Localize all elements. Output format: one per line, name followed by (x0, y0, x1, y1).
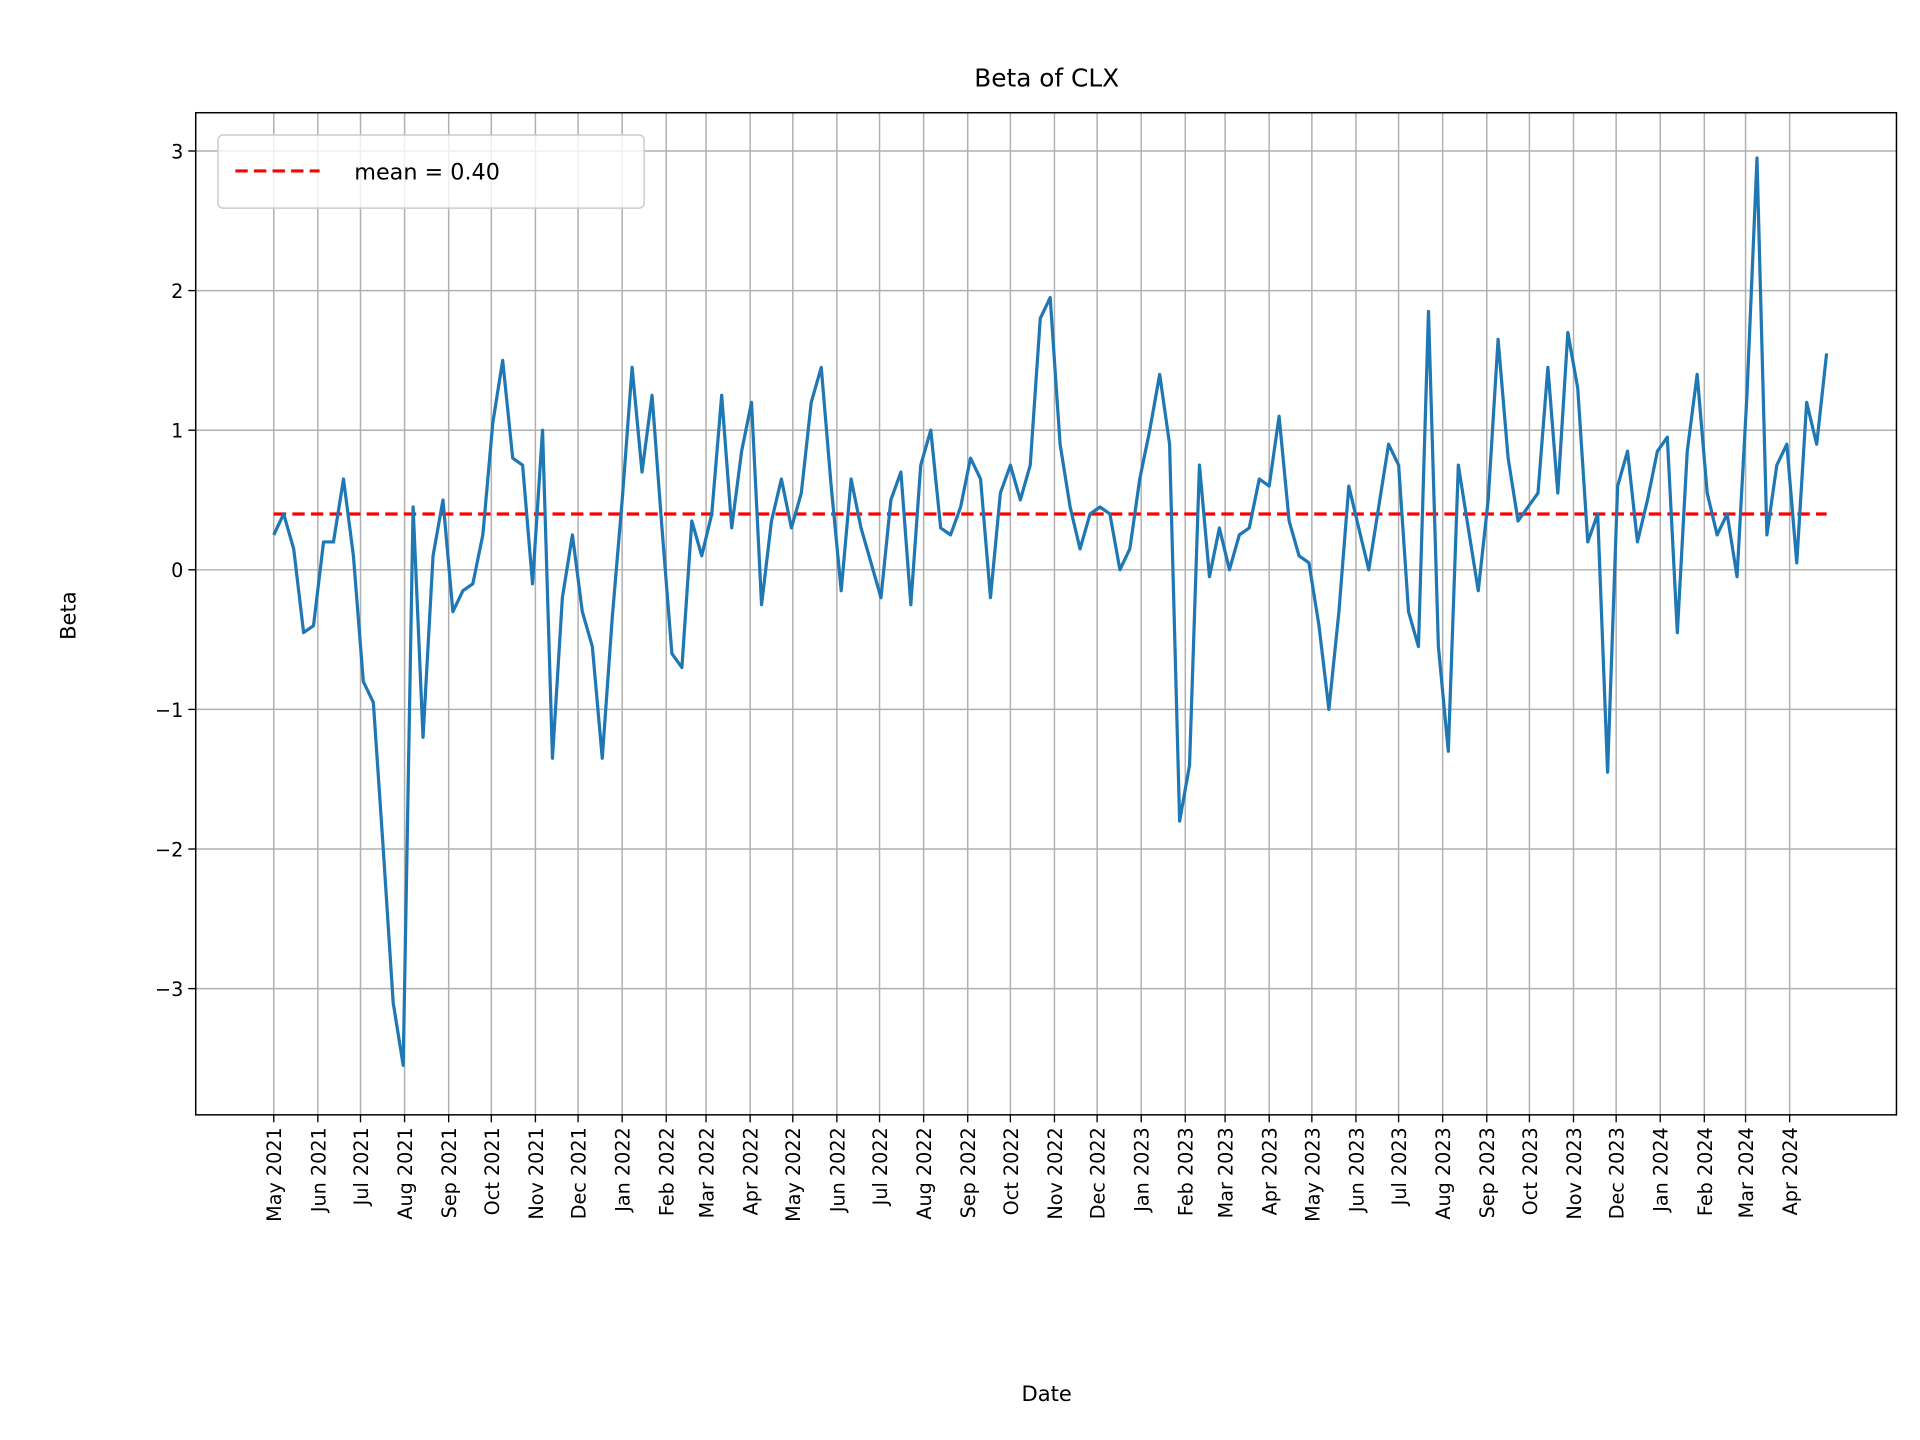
y-tick-label: 0 (171, 559, 183, 582)
x-tick-label: Nov 2021 (525, 1127, 548, 1219)
gridlines (195, 112, 1897, 1115)
beta-series-line (272, 156, 1829, 1068)
x-tick-label: Jul 2022 (869, 1127, 892, 1206)
x-tick-label: Oct 2023 (1519, 1127, 1542, 1215)
x-tick-label: Jan 2022 (612, 1127, 635, 1213)
y-tick-label: 3 (171, 140, 183, 163)
x-tick-label: Oct 2021 (481, 1127, 504, 1215)
x-tick-label: Jan 2024 (1650, 1127, 1673, 1213)
x-tick-label: Jun 2021 (307, 1127, 330, 1213)
legend-mean-label: mean = 0.40 (354, 160, 500, 186)
y-axis-label: Beta (56, 591, 81, 640)
x-tick-label: Jul 2021 (350, 1127, 373, 1206)
x-tick-label: Dec 2021 (568, 1127, 591, 1219)
x-tick-label: Aug 2023 (1432, 1127, 1455, 1219)
x-axis-label: Date (1022, 1381, 1072, 1406)
x-tick-label: Nov 2022 (1044, 1127, 1067, 1219)
y-tick-label: −3 (155, 978, 183, 1001)
plot-frame (194, 111, 1898, 1116)
x-tick-label: Dec 2022 (1087, 1127, 1110, 1219)
x-tick-label: Apr 2022 (740, 1127, 763, 1215)
x-tick-label: Apr 2024 (1779, 1127, 1802, 1215)
y-tick-label: 2 (171, 280, 183, 303)
x-tick-label: Sep 2022 (957, 1127, 980, 1218)
x-tick-label: Mar 2024 (1735, 1127, 1758, 1218)
x-tick-label: Aug 2021 (394, 1127, 417, 1219)
x-tick-label: Nov 2023 (1563, 1127, 1586, 1219)
x-tick-label: May 2022 (782, 1127, 805, 1222)
x-tick-label: Sep 2021 (438, 1127, 461, 1218)
x-tick-label: Mar 2023 (1215, 1127, 1238, 1218)
x-tick-label: Sep 2023 (1476, 1127, 1499, 1218)
series-group (272, 156, 1829, 1068)
x-tick-label: Apr 2023 (1259, 1127, 1282, 1215)
x-tick-label: Mar 2022 (695, 1127, 718, 1218)
y-tick-label: 1 (171, 420, 183, 443)
y-tick-label: −1 (155, 699, 183, 722)
x-tick-label: Jan 2023 (1131, 1127, 1154, 1213)
x-tick-label: Feb 2022 (656, 1127, 679, 1216)
x-tick-label: Aug 2022 (913, 1127, 936, 1219)
x-tick-label: May 2021 (263, 1127, 286, 1222)
x-tick-label: Feb 2023 (1175, 1127, 1198, 1216)
x-tick-label: May 2023 (1301, 1127, 1324, 1222)
legend: mean = 0.40 (217, 134, 645, 209)
x-tick-label: Jun 2022 (826, 1127, 849, 1213)
x-tick-label: Oct 2022 (1000, 1127, 1023, 1215)
x-tick-label: Feb 2024 (1694, 1127, 1717, 1216)
x-tick-label: Dec 2023 (1606, 1127, 1629, 1219)
y-tick-label: −2 (155, 838, 183, 861)
legend-box (217, 134, 645, 209)
chart-title: Beta of CLX (974, 64, 1119, 93)
x-tick-label: Jul 2023 (1388, 1127, 1411, 1206)
x-tick-label: Jun 2023 (1345, 1127, 1368, 1213)
axis-ticks: 3 2 1 0 −1 −2 −3 May 2021 Jun 2021 Jul 2021 Aug 20… (155, 140, 1802, 1221)
